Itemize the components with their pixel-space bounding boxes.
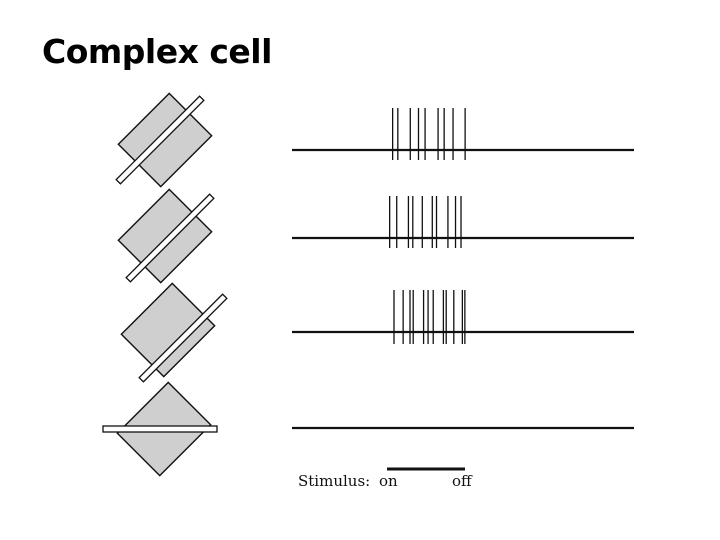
stimulus-off-label: off: [452, 472, 472, 490]
response-row-4: [102, 381, 634, 477]
response-row-1: [115, 92, 634, 188]
response-row-2: [117, 188, 634, 284]
slide-title: Complex cell: [42, 32, 272, 71]
stimulus-bar: [115, 95, 205, 185]
response-row-3: [120, 282, 634, 383]
stimulus-label: Stimulus:: [298, 472, 371, 490]
receptive-field: [120, 282, 216, 378]
stimulus-on-label: on: [379, 472, 398, 490]
stimulus-bar: [102, 425, 218, 433]
stimulus-bar: [125, 193, 215, 283]
receptive-field: [117, 188, 213, 284]
stimulus-bar: [138, 293, 228, 383]
